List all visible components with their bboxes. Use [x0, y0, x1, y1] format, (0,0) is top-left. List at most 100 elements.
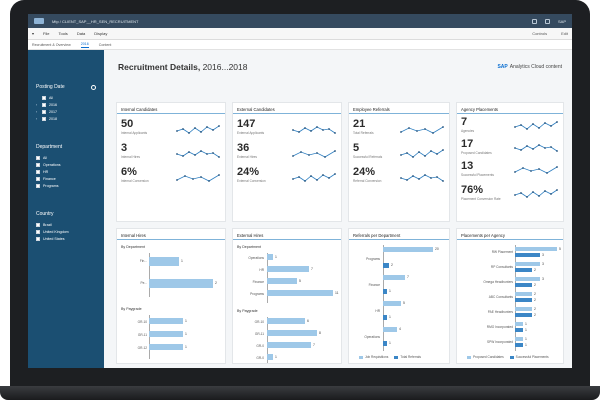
- checkbox-icon[interactable]: [42, 109, 46, 114]
- sparkline-point: [514, 147, 516, 149]
- checkbox-icon[interactable]: [36, 176, 40, 181]
- bar-proposed-candidates[interactable]: [515, 337, 523, 341]
- bar-proposed-candidates[interactable]: [515, 262, 540, 266]
- sparkline-point: [400, 154, 402, 156]
- kpi-external-hires: 36 External Hires: [237, 142, 258, 160]
- filter-date-2017[interactable]: › 2017: [36, 109, 57, 114]
- shell-right-label[interactable]: SAP: [557, 18, 566, 24]
- menu-file[interactable]: File: [43, 31, 50, 36]
- filter-dept-programs[interactable]: Programs: [36, 182, 96, 189]
- checkbox-icon[interactable]: [36, 229, 40, 234]
- bar-gr10[interactable]: [149, 318, 183, 324]
- bar-gr11[interactable]: [149, 331, 183, 337]
- checkbox-icon[interactable]: [36, 155, 40, 160]
- bar-finance[interactable]: [149, 257, 179, 266]
- bar-operations-referrals[interactable]: [383, 341, 387, 346]
- bar-successful-placements[interactable]: [515, 313, 532, 317]
- filter-dept-operations[interactable]: Operations: [36, 161, 96, 168]
- menu-tools[interactable]: Tools: [58, 31, 68, 36]
- checkbox-icon[interactable]: [36, 183, 40, 188]
- menu-chevron-icon[interactable]: ▾: [32, 31, 35, 36]
- bar-proposed-candidates[interactable]: [515, 322, 523, 326]
- search-icon[interactable]: [531, 18, 537, 24]
- bar-programs-referrals[interactable]: [383, 263, 389, 268]
- filter-dept-all[interactable]: All: [36, 154, 96, 161]
- bar-programs[interactable]: [267, 290, 333, 296]
- chevron-right-icon[interactable]: ›: [36, 102, 38, 107]
- bar-value: 3: [542, 252, 544, 257]
- bar-successful-placements[interactable]: [515, 343, 523, 347]
- chevron-right-icon[interactable]: ›: [36, 116, 38, 121]
- bar-gr12[interactable]: [149, 344, 183, 350]
- bar-gr0-a[interactable]: [267, 342, 311, 348]
- filter-dept-hr[interactable]: HR: [36, 168, 96, 175]
- bar-successful-placements[interactable]: [515, 298, 532, 302]
- menu-data[interactable]: Data: [76, 31, 86, 36]
- legend-swatch: [467, 355, 471, 359]
- bar-hr-referrals[interactable]: [383, 315, 387, 320]
- checkbox-icon[interactable]: [36, 236, 40, 241]
- bar-label: GR-0: [256, 356, 264, 360]
- sparkline-point: [520, 192, 522, 194]
- bar-proposed-candidates[interactable]: [515, 277, 540, 281]
- bar-successful-placements[interactable]: [515, 268, 532, 272]
- filter-date-all[interactable]: All: [36, 94, 96, 101]
- filter-date-2018[interactable]: › 2018: [36, 116, 57, 121]
- filter-country-brazil[interactable]: Brazil: [36, 221, 96, 228]
- checkbox-icon[interactable]: [42, 95, 46, 100]
- checkbox-icon[interactable]: [36, 222, 40, 227]
- sparkline-point: [530, 170, 532, 172]
- bar-gr0-b[interactable]: [267, 354, 273, 360]
- menu-display[interactable]: Display: [94, 31, 108, 36]
- bar-finance-referrals[interactable]: [383, 289, 387, 294]
- sparkline-point: [316, 126, 318, 128]
- bar-gr11[interactable]: [267, 330, 317, 336]
- sparkline-point: [546, 172, 548, 174]
- search-icon[interactable]: [91, 84, 96, 90]
- country-title: Country: [36, 211, 54, 217]
- sparkline: [292, 126, 336, 134]
- sparkline-point: [304, 180, 306, 182]
- checkbox-icon[interactable]: [36, 162, 40, 167]
- chevron-right-icon[interactable]: ›: [36, 109, 38, 114]
- sparkline-point: [194, 154, 196, 156]
- bar-operations[interactable]: [267, 254, 273, 260]
- menu-edit[interactable]: Edit: [561, 31, 568, 36]
- bar-value: 6: [307, 319, 309, 323]
- bar-operations-requisitions[interactable]: [383, 327, 397, 332]
- sparkline-point: [316, 152, 318, 154]
- bar-programs-requisitions[interactable]: [383, 247, 433, 252]
- filter-country-uk[interactable]: United Kingdom: [36, 228, 96, 235]
- sparkline: [514, 166, 558, 174]
- bar-people[interactable]: [149, 279, 213, 288]
- subtitle-by-department: By Department: [121, 245, 145, 249]
- bar-finance[interactable]: [267, 278, 297, 284]
- bar-proposed-candidates[interactable]: [515, 307, 532, 311]
- checkbox-icon[interactable]: [36, 169, 40, 174]
- filter-date-2016[interactable]: › 2016: [36, 102, 57, 107]
- tab-content[interactable]: Content: [98, 42, 112, 47]
- bar-hr-requisitions[interactable]: [383, 301, 401, 306]
- bar-successful-placements[interactable]: [515, 283, 532, 287]
- bar-successful-placements[interactable]: [515, 253, 540, 257]
- bar-proposed-candidates[interactable]: [515, 292, 532, 296]
- tab-2016[interactable]: 2016: [80, 41, 89, 48]
- filter-country-us[interactable]: United States: [36, 235, 96, 242]
- bar-hr[interactable]: [267, 266, 309, 272]
- notification-icon[interactable]: [544, 18, 550, 24]
- checkbox-icon[interactable]: [42, 102, 46, 107]
- bar-finance-requisitions[interactable]: [383, 275, 405, 280]
- tab-overview[interactable]: Recruitment & Overview: [32, 42, 71, 47]
- menu-controls[interactable]: Controls: [532, 31, 548, 36]
- bar-value: 1: [389, 341, 391, 345]
- bar-successful-placements[interactable]: [515, 328, 523, 332]
- shell-bar: Mtp / CLIENT_SAP__HR_SEN_RECRUITMENT SAP: [28, 14, 572, 28]
- sparkline-path: [514, 121, 558, 130]
- sparkline-point: [298, 176, 300, 178]
- kpi-internal-hires: 3 Internal Hires: [121, 142, 140, 160]
- bar-proposed-candidates[interactable]: [515, 247, 557, 251]
- sparkline-path: [514, 144, 558, 152]
- checkbox-icon[interactable]: [42, 116, 46, 121]
- filter-dept-finance[interactable]: Finance: [36, 175, 96, 182]
- bar-gr10[interactable]: [267, 318, 305, 324]
